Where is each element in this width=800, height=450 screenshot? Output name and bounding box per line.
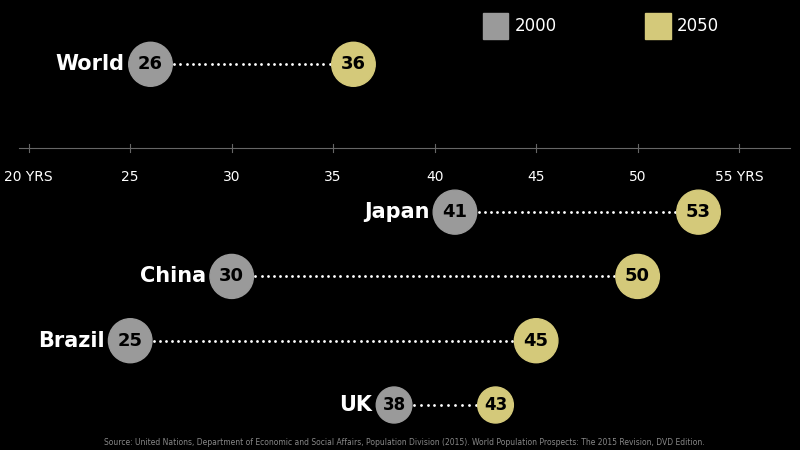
Ellipse shape (616, 254, 659, 298)
Text: 43: 43 (484, 396, 507, 414)
Text: 25: 25 (118, 332, 142, 350)
Text: 2000: 2000 (514, 17, 557, 35)
Bar (482, 13, 509, 39)
Text: China: China (140, 266, 206, 287)
Text: World: World (56, 54, 125, 74)
Text: Brazil: Brazil (38, 331, 105, 351)
Text: 30: 30 (219, 267, 244, 285)
Ellipse shape (433, 190, 477, 234)
Text: 45: 45 (527, 171, 545, 184)
Bar (645, 13, 670, 39)
Ellipse shape (376, 387, 412, 423)
Text: 41: 41 (442, 203, 467, 221)
Text: 36: 36 (341, 55, 366, 73)
Text: UK: UK (339, 395, 372, 415)
Text: 53: 53 (686, 203, 711, 221)
Text: 45: 45 (524, 332, 549, 350)
Text: 26: 26 (138, 55, 163, 73)
Ellipse shape (109, 319, 152, 363)
Text: 50: 50 (625, 267, 650, 285)
Ellipse shape (677, 190, 720, 234)
Ellipse shape (514, 319, 558, 363)
Text: Japan: Japan (364, 202, 430, 222)
Ellipse shape (210, 254, 254, 298)
Text: Source: United Nations, Department of Economic and Social Affairs, Population Di: Source: United Nations, Department of Ec… (104, 438, 705, 447)
Text: 55 YRS: 55 YRS (714, 171, 763, 184)
Text: 30: 30 (223, 171, 241, 184)
Ellipse shape (332, 42, 375, 86)
Text: 35: 35 (325, 171, 342, 184)
Ellipse shape (129, 42, 172, 86)
Text: 50: 50 (629, 171, 646, 184)
Text: 2050: 2050 (677, 17, 719, 35)
Ellipse shape (478, 387, 514, 423)
Text: 25: 25 (122, 171, 139, 184)
Text: 38: 38 (382, 396, 406, 414)
Text: 20 YRS: 20 YRS (4, 171, 53, 184)
Text: 40: 40 (426, 171, 443, 184)
